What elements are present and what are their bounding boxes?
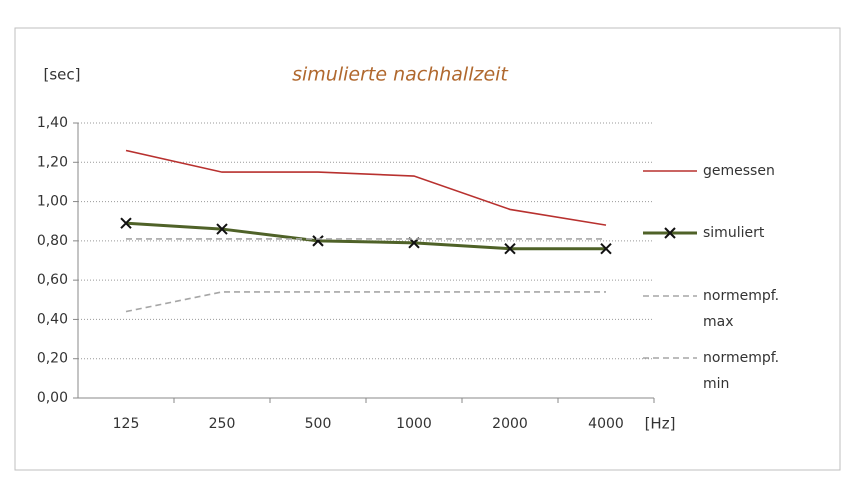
y-tick-label: 1,40	[37, 115, 68, 131]
chart-frame	[14, 27, 841, 471]
marker-stroke	[312, 235, 324, 247]
y-tick-label: 0,00	[37, 390, 68, 406]
x-tick-label: 500	[305, 416, 332, 432]
y-tick-label: 1,20	[37, 154, 68, 170]
marker	[504, 243, 516, 255]
series-line	[125, 149, 607, 226]
marker	[120, 217, 132, 229]
legend-label: normempf. min	[703, 350, 780, 392]
chart-title: simulierte nachhallzeit	[292, 64, 509, 86]
y-tick-label: 0,20	[37, 351, 68, 367]
y-tick-label: 0,40	[37, 311, 68, 327]
marker-stroke	[216, 223, 228, 235]
legend-label: simuliert	[703, 225, 765, 241]
x-axis-label: [Hz]	[645, 415, 676, 433]
x-tick-label: 125	[113, 416, 140, 432]
marker-stroke	[664, 227, 676, 239]
x-tick-label: 4000	[588, 416, 624, 432]
y-axis-label: [sec]	[44, 66, 81, 84]
series-line	[125, 291, 606, 313]
marker-stroke	[600, 243, 612, 255]
x-tick-label: 2000	[492, 416, 528, 432]
marker-stroke	[120, 217, 132, 229]
marker	[216, 223, 228, 235]
marker	[600, 243, 612, 255]
marker-stroke	[504, 243, 516, 255]
series-line	[125, 221, 606, 251]
y-tick-label: 0,80	[37, 233, 68, 249]
marker	[312, 235, 324, 247]
legend-label: gemessen	[703, 163, 775, 179]
legend-label: normempf. max	[703, 288, 780, 330]
y-tick-label: 0,60	[37, 272, 68, 288]
x-tick-label: 1000	[396, 416, 432, 432]
legend-marker	[664, 227, 676, 239]
y-tick-label: 1,00	[37, 194, 68, 210]
x-tick-label: 250	[209, 416, 236, 432]
